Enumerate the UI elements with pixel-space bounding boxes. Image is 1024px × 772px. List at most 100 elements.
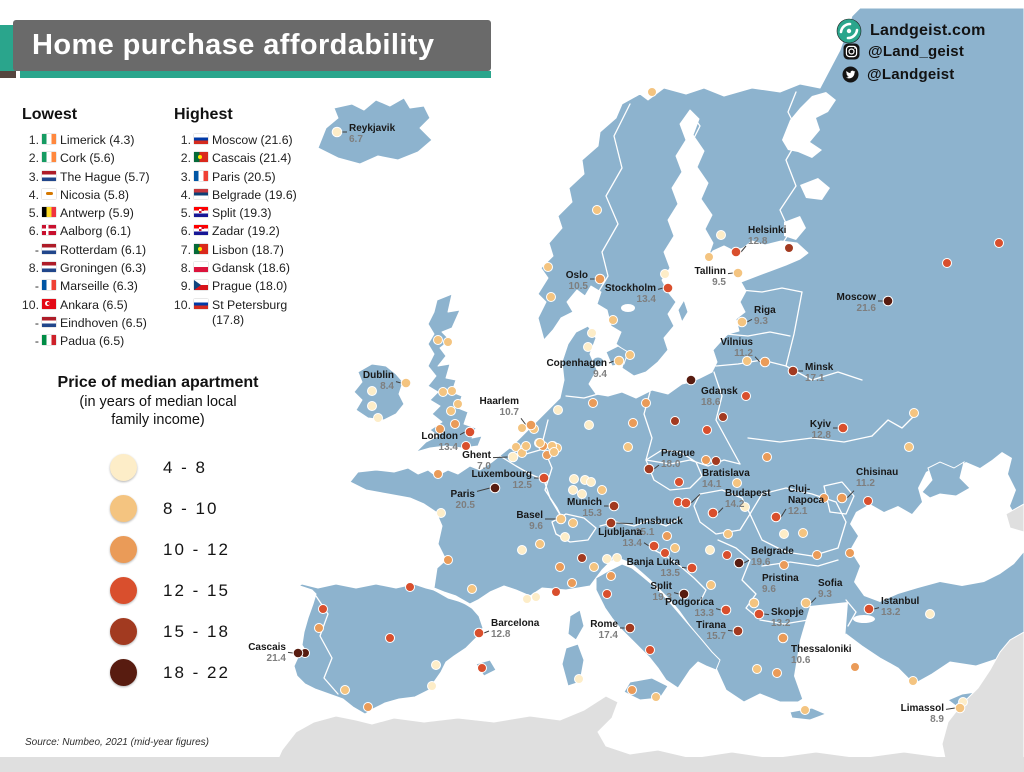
map-dot	[567, 578, 577, 588]
map-dot	[400, 377, 412, 389]
highest-heading: Highest	[174, 106, 233, 123]
map-dot	[627, 685, 637, 695]
map-dot	[837, 422, 849, 434]
map-dot	[798, 528, 808, 538]
map-dot	[489, 482, 501, 494]
map-dot	[436, 508, 446, 518]
lake-ladoga	[800, 178, 830, 200]
rank-number: 3.	[180, 169, 191, 184]
map-dot	[994, 238, 1004, 248]
map-dot	[538, 472, 550, 484]
map-dot	[742, 356, 752, 366]
hr-flag-icon	[194, 207, 208, 218]
italy	[595, 563, 721, 689]
leader-line	[727, 629, 734, 632]
legend-row: 8 - 10	[28, 488, 288, 529]
legend-swatch	[110, 454, 137, 482]
bottom-strip	[0, 757, 1024, 772]
rank-city: Prague (18.0)	[212, 279, 288, 294]
banner-accent-shadow	[0, 70, 16, 78]
leader-line	[717, 507, 724, 514]
rank-number: -	[34, 315, 39, 330]
legend-subtitle: (in years of median local family income)	[28, 393, 288, 429]
legend-label: 8 - 10	[163, 498, 219, 518]
nodata-layer	[0, 503, 1024, 772]
leader-line	[287, 651, 294, 654]
map-dot	[555, 562, 565, 572]
rank-city: Ankara (6.5)	[60, 297, 128, 312]
map-dot	[577, 489, 587, 499]
map-dot	[443, 555, 453, 565]
map-dot	[560, 532, 570, 542]
iberia	[287, 583, 484, 715]
map-dot	[730, 246, 742, 258]
rank-row: 5. Split (19.3)	[172, 206, 322, 224]
leader-line	[459, 431, 466, 436]
highest-list: 1. Moscow (21.6) 2. Cascais (21.4) 3. Paris (…	[172, 133, 322, 328]
rank-city: Paris (20.5)	[212, 169, 276, 184]
rank-number: 7.	[180, 242, 191, 257]
ru-flag-icon	[194, 298, 208, 309]
rank-city: Nicosia (5.8)	[60, 187, 130, 202]
map-dot	[517, 545, 527, 555]
map-dot	[592, 205, 602, 215]
rank-city: Belgrade (19.6)	[212, 187, 297, 202]
rank-number: 10.	[21, 297, 39, 312]
map-dot	[435, 424, 445, 434]
branding-instagram[interactable]: @Land_geist	[843, 43, 964, 60]
map-dot	[641, 398, 651, 408]
map-dot	[584, 420, 594, 430]
map-dot	[909, 408, 919, 418]
lake-vanern	[621, 304, 635, 312]
legend-subtitle-line1: (in years of median local	[79, 394, 237, 410]
cz-flag-icon	[194, 280, 208, 291]
hr-flag-icon	[194, 225, 208, 236]
tr-flag-icon	[42, 298, 56, 309]
map-dot	[331, 126, 343, 138]
rank-row: 8. Gdansk (18.6)	[172, 261, 322, 279]
rank-row: 10. St Petersburg (17.8)	[172, 298, 322, 328]
rank-city: Gdansk (18.6)	[212, 261, 290, 276]
map-dot	[453, 399, 463, 409]
rank-city: Split (19.3)	[212, 206, 272, 221]
map-dot	[535, 438, 545, 448]
leader-line	[873, 607, 880, 610]
leader-line	[395, 381, 402, 384]
leader-line	[615, 522, 634, 525]
legend-subtitle-line2: family income)	[111, 412, 205, 429]
map-dot	[553, 405, 563, 415]
map-dot	[525, 419, 537, 431]
map-dot	[543, 262, 553, 272]
map-dot	[660, 548, 670, 558]
rank-number: 5.	[180, 206, 191, 221]
map-dot	[431, 660, 441, 670]
rank-city: Zadar (19.2)	[212, 224, 280, 239]
rank-city: Limerick (4.3)	[60, 133, 135, 147]
map-dot	[836, 492, 848, 504]
leader-line	[810, 597, 817, 604]
map-dot	[741, 391, 751, 401]
corsica	[567, 609, 585, 641]
rank-number: 2.	[180, 151, 191, 166]
lake-onega	[784, 216, 806, 240]
map-dot	[705, 545, 715, 555]
map-dot	[711, 456, 721, 466]
map-dot	[373, 413, 383, 423]
black-sea	[850, 452, 1024, 602]
page-title: Home purchase affordability	[32, 29, 435, 61]
branding-twitter[interactable]: @Landgeist	[842, 66, 954, 83]
map-dot	[777, 632, 789, 644]
branding-site[interactable]: Landgeist.com	[836, 18, 986, 44]
map-dot	[670, 416, 680, 426]
be-flag-icon	[42, 207, 56, 218]
map-dot	[954, 702, 966, 714]
rank-row: 4. Nicosia (5.8)	[20, 188, 170, 206]
rank-number: 1.	[28, 133, 39, 147]
map-dot	[477, 663, 487, 673]
map-dot	[800, 705, 810, 715]
map-dot	[740, 502, 750, 512]
rank-city: Eindhoven (6.5)	[60, 315, 147, 330]
twitter-icon	[842, 66, 859, 83]
map-dot	[770, 511, 782, 523]
map-dot	[588, 398, 598, 408]
